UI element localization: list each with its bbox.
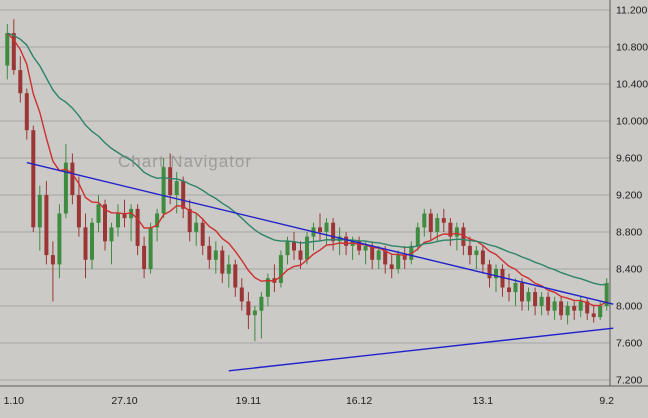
svg-text:8.000: 8.000 <box>616 301 642 313</box>
svg-text:10.000: 10.000 <box>616 116 648 128</box>
svg-text:8.400: 8.400 <box>616 264 642 276</box>
svg-text:8.800: 8.800 <box>616 227 642 239</box>
plot-frame <box>0 0 648 387</box>
svg-text:9.600: 9.600 <box>616 153 642 165</box>
svg-text:7.200: 7.200 <box>616 375 642 387</box>
svg-text:10.400: 10.400 <box>616 79 648 91</box>
svg-text:13.1: 13.1 <box>473 395 494 407</box>
svg-text:9.200: 9.200 <box>616 190 642 202</box>
svg-text:10.800: 10.800 <box>616 42 648 54</box>
x-axis-labels: 1.10 27.10 19.11 16.12 13.1 9.2 <box>4 395 615 407</box>
svg-text:9.2: 9.2 <box>599 395 614 407</box>
trendline-descending-resistance <box>26 161 614 305</box>
grid-lines <box>0 9 610 381</box>
svg-text:7.600: 7.600 <box>616 338 642 350</box>
trendline-ascending-support <box>228 327 614 372</box>
svg-text:11.200: 11.200 <box>616 5 647 17</box>
svg-text:1.10: 1.10 <box>4 395 25 407</box>
svg-text:27.10: 27.10 <box>111 395 137 407</box>
ma-slow-line <box>7 32 607 286</box>
svg-text:19.11: 19.11 <box>236 395 262 407</box>
ma-fast-line <box>6 32 608 307</box>
y-axis-labels: 11.200 10.800 10.400 10.000 9.600 9.200 8.800 8… <box>616 5 648 387</box>
candles <box>5 19 609 342</box>
svg-text:16.12: 16.12 <box>346 395 372 407</box>
